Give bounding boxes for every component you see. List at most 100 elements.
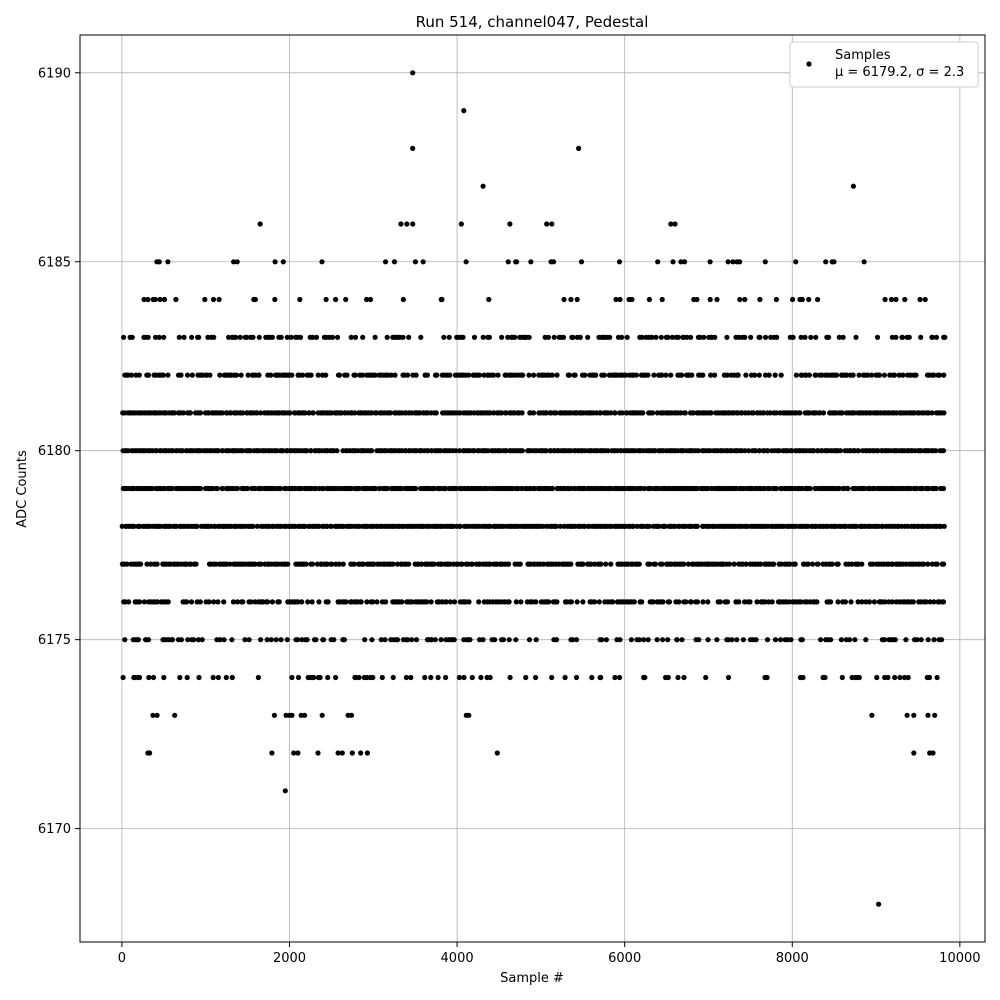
data-point xyxy=(684,334,690,340)
data-point xyxy=(157,296,163,303)
data-point xyxy=(554,599,560,605)
data-point xyxy=(485,448,491,454)
data-point xyxy=(431,485,437,492)
data-point xyxy=(747,599,753,605)
data-point xyxy=(233,372,239,378)
data-point xyxy=(708,410,714,416)
data-point xyxy=(601,372,607,378)
data-point xyxy=(500,637,506,643)
data-point xyxy=(670,259,676,265)
data-point xyxy=(306,410,312,416)
data-point xyxy=(778,637,784,643)
data-point xyxy=(688,599,694,605)
data-point xyxy=(892,674,898,681)
data-point xyxy=(923,599,929,605)
data-point xyxy=(207,372,213,378)
data-point xyxy=(276,599,282,605)
data-point xyxy=(793,372,800,378)
data-point xyxy=(431,561,437,567)
data-point xyxy=(335,750,341,756)
data-point xyxy=(762,372,769,378)
data-point xyxy=(469,674,475,681)
data-point xyxy=(514,259,520,265)
data-point xyxy=(369,448,375,454)
data-point xyxy=(310,410,316,416)
data-point xyxy=(681,674,687,681)
data-point xyxy=(210,674,216,681)
data-point xyxy=(800,674,806,681)
data-point xyxy=(874,674,880,681)
data-point xyxy=(546,599,552,605)
data-point xyxy=(641,485,648,492)
data-point xyxy=(329,334,336,340)
data-point xyxy=(486,296,492,303)
data-point xyxy=(418,334,424,340)
data-point xyxy=(939,637,945,643)
data-point xyxy=(280,259,286,265)
data-point xyxy=(156,334,162,340)
data-point xyxy=(316,523,322,529)
data-point xyxy=(645,637,651,643)
data-point xyxy=(432,637,438,643)
data-point xyxy=(592,599,598,605)
data-point xyxy=(136,372,142,378)
data-point xyxy=(202,296,208,303)
data-point xyxy=(392,372,398,378)
data-point xyxy=(619,410,625,416)
data-point xyxy=(469,561,475,567)
data-point xyxy=(724,599,731,605)
data-point xyxy=(329,561,335,567)
data-point xyxy=(206,599,212,605)
data-point xyxy=(842,599,849,605)
data-point xyxy=(669,334,675,340)
data-point xyxy=(383,599,389,605)
data-point xyxy=(233,334,239,340)
data-point xyxy=(309,599,315,605)
data-point xyxy=(737,259,743,265)
data-point xyxy=(762,259,768,265)
data-point xyxy=(869,372,875,378)
data-point xyxy=(467,637,473,643)
data-point xyxy=(835,561,841,567)
data-point xyxy=(348,334,354,340)
data-point xyxy=(917,296,923,303)
data-point xyxy=(144,561,150,567)
x-tick-label: 8000 xyxy=(776,951,809,966)
data-point xyxy=(647,561,653,567)
data-point xyxy=(453,448,459,454)
data-point xyxy=(250,523,256,529)
data-point xyxy=(255,674,261,681)
data-point xyxy=(478,674,484,681)
data-point xyxy=(582,372,588,378)
data-point xyxy=(772,637,779,643)
data-point xyxy=(897,674,903,681)
data-point xyxy=(750,410,757,416)
data-point xyxy=(507,221,513,227)
data-point xyxy=(674,637,680,643)
data-point xyxy=(798,334,804,340)
data-point xyxy=(173,296,179,303)
data-point xyxy=(288,334,294,340)
data-point xyxy=(731,561,737,567)
data-point xyxy=(491,372,497,378)
data-point xyxy=(901,674,908,681)
data-point xyxy=(336,372,343,378)
data-point xyxy=(549,485,556,492)
data-point xyxy=(934,674,940,681)
data-point xyxy=(149,485,155,492)
data-point xyxy=(258,561,264,567)
data-point xyxy=(410,70,416,76)
data-point xyxy=(248,599,254,605)
data-point xyxy=(668,372,674,378)
data-point xyxy=(152,296,158,303)
data-point xyxy=(197,410,203,416)
data-point xyxy=(217,637,223,643)
data-point xyxy=(165,599,171,605)
data-point xyxy=(676,599,682,605)
data-point xyxy=(252,561,258,567)
data-point xyxy=(466,599,472,605)
data-point xyxy=(349,750,355,756)
data-point xyxy=(282,788,288,794)
data-point xyxy=(519,410,525,416)
legend-label: Samples xyxy=(835,48,891,63)
